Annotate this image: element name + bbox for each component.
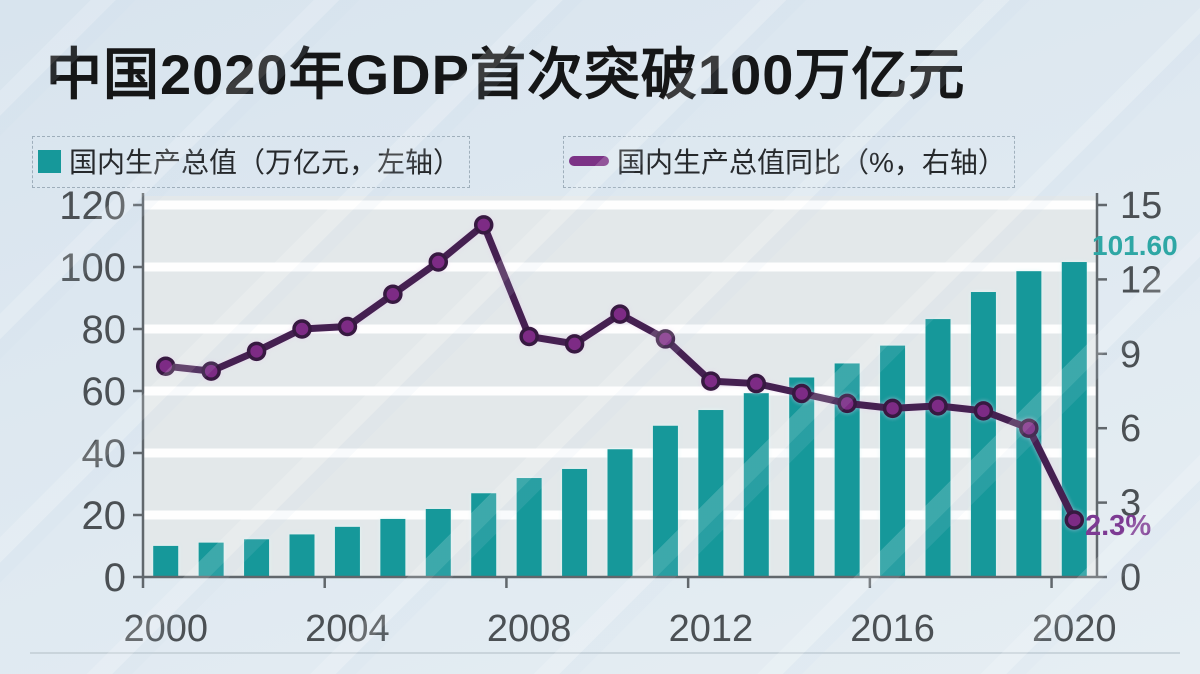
growth-point-2013 (746, 373, 767, 394)
x-axis-label-2012: 2012 (669, 608, 754, 650)
bar-series-swatch-icon (38, 149, 61, 173)
line-series (155, 215, 1085, 530)
legend-item-growth-line[interactable]: 国内生产总值同比（%，右轴） (563, 136, 1015, 188)
right-axis-label-0: 0 (1120, 557, 1141, 599)
growth-point-2014 (791, 383, 812, 404)
growth-point-2012 (701, 371, 721, 391)
bar-2008 (516, 478, 542, 577)
left-axis-label-120: 120 (59, 184, 126, 228)
left-axis-label-20: 20 (82, 494, 127, 538)
axes (133, 193, 1107, 588)
bar-2004 (334, 526, 360, 577)
axis-labels: 0 20 40 60 80 100 120 0 3 6 9 12 15 2000 2004 2008 2012 2… (59, 184, 1162, 650)
growth-point-2015 (837, 393, 857, 414)
bar-2003 (289, 534, 315, 577)
x-axis-label-2016: 2016 (850, 608, 935, 650)
growth-point-2001 (201, 361, 221, 381)
growth-point-2008 (519, 326, 539, 347)
growth-point-2010 (610, 304, 630, 324)
bar-2005 (380, 518, 406, 577)
right-axis-label-3: 3 (1120, 483, 1141, 525)
line-series-swatch-icon (569, 156, 609, 166)
bottom-divider (30, 652, 1180, 654)
left-axis-label-100: 100 (59, 246, 126, 290)
bar-2020 (1061, 262, 1087, 577)
x-axis-label-2008: 2008 (487, 608, 572, 650)
legend: 国内生产总值（万亿元，左轴） 国内生产总值同比（%，右轴） (0, 136, 1200, 188)
legend-item-gdp-bars-label: 国内生产总值（万亿元，左轴） (69, 147, 462, 178)
bar-series (153, 262, 1087, 577)
bar-2018 (970, 292, 996, 577)
growth-point-2019 (1019, 418, 1039, 438)
chart-title: 中国2020年GDP首次突破100万亿元 (46, 43, 966, 106)
x-axis-label-2004: 2004 (305, 608, 390, 650)
gridline-100 (143, 262, 1097, 272)
bar-2016 (880, 345, 906, 577)
growth-point-2006 (428, 252, 449, 272)
growth-point-2003 (292, 319, 312, 339)
right-axis-label-12: 12 (1120, 259, 1162, 301)
left-axis-label-60: 60 (82, 370, 127, 414)
gridline-60 (143, 386, 1097, 396)
right-axis-label-15: 15 (1120, 185, 1162, 227)
growth-point-2005 (383, 284, 403, 305)
growth-point-2000 (155, 356, 176, 376)
bar-2012 (698, 410, 724, 577)
bar-2013 (743, 393, 769, 577)
bar-2007 (471, 493, 497, 577)
bar-2006 (425, 508, 451, 577)
bar-2017 (925, 319, 951, 577)
bar-2000 (153, 545, 179, 577)
bar-2001 (198, 542, 224, 577)
last-bar-value-label: 101.60 (1092, 230, 1178, 261)
growth-point-2018 (973, 401, 994, 421)
growth-point-2009 (564, 334, 585, 354)
gridline-120 (143, 200, 1097, 210)
growth-point-2020 (1064, 510, 1085, 530)
left-axis-label-40: 40 (82, 432, 127, 476)
bar-2011 (652, 425, 678, 577)
bar-2009 (562, 468, 588, 577)
legend-item-growth-line-label: 国内生产总值同比（%，右轴） (617, 147, 1006, 178)
x-axis-label-2000: 2000 (123, 608, 208, 650)
growth-point-2017 (928, 396, 948, 416)
growth-point-2004 (337, 316, 358, 337)
growth-point-2007 (473, 215, 494, 235)
bar-2010 (607, 449, 633, 577)
growth-point-2011 (655, 329, 676, 349)
growth-point-2016 (882, 398, 903, 419)
gridline-80 (143, 324, 1097, 334)
legend-item-gdp-bars[interactable]: 国内生产总值（万亿元，左轴） (32, 136, 471, 188)
left-axis-label-80: 80 (82, 308, 127, 352)
bar-2002 (244, 539, 270, 577)
bar-2014 (789, 377, 815, 577)
right-axis-label-9: 9 (1120, 334, 1141, 376)
growth-point-2002 (246, 341, 267, 362)
right-axis-label-6: 6 (1120, 408, 1141, 450)
x-axis-label-2020: 2020 (1032, 608, 1117, 650)
last-point-value-label: 2.3% (1085, 510, 1152, 542)
left-axis-label-0: 0 (104, 556, 126, 600)
